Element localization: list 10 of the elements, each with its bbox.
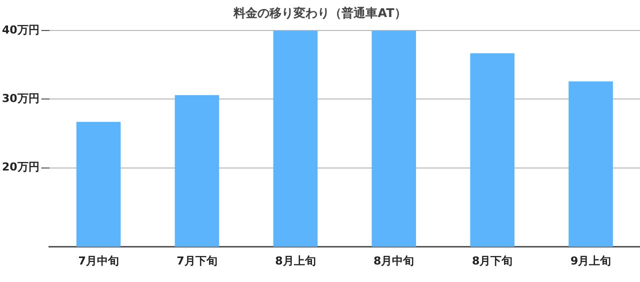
- x-tick-label: 8月上旬: [275, 254, 316, 268]
- x-tick-label: 7月下旬: [176, 254, 218, 268]
- y-tick-label: 40万円: [2, 23, 40, 36]
- x-tick-label: 9月上旬: [570, 254, 612, 268]
- x-tick-label: 8月下旬: [472, 254, 513, 268]
- chart-title: 料金の移り変わり（普通車AT）: [232, 5, 408, 22]
- x-tick-label: 7月中旬: [78, 254, 119, 268]
- y-tick-label: 30万円: [2, 92, 40, 106]
- x-tick-label: 8月中旬: [374, 254, 414, 268]
- y-tick-label: 20万円: [2, 160, 40, 174]
